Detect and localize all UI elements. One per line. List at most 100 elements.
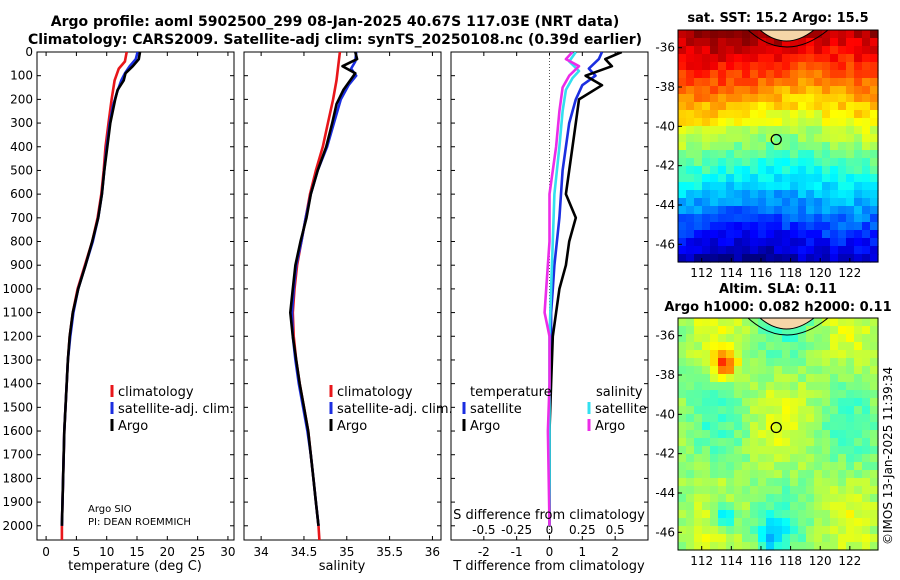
map-cell xyxy=(814,78,823,87)
map-cell xyxy=(726,382,735,391)
map-cell xyxy=(854,222,863,231)
map-cell xyxy=(758,422,767,431)
map-cell xyxy=(814,342,823,351)
map-cell xyxy=(838,334,847,343)
map-cell xyxy=(790,358,799,367)
map-cell xyxy=(726,126,735,135)
map-cell xyxy=(678,78,687,87)
map-cell xyxy=(870,62,879,71)
map-cell xyxy=(838,518,847,527)
map-cell xyxy=(758,510,767,519)
map-cell xyxy=(798,510,807,519)
x-tick-label: 15 xyxy=(129,545,144,559)
map-cell xyxy=(814,110,823,119)
map-cell xyxy=(846,54,855,63)
map-cell xyxy=(726,246,735,255)
map-cell xyxy=(742,30,751,39)
map-cell xyxy=(870,246,879,255)
map-cell xyxy=(862,486,871,495)
map-cell xyxy=(734,430,743,439)
map-cell xyxy=(798,102,807,111)
map-cell xyxy=(790,526,799,535)
map-cell xyxy=(814,166,823,175)
map-cell xyxy=(822,478,831,487)
map-cell xyxy=(758,254,767,263)
map-cell xyxy=(758,78,767,87)
map-cell xyxy=(830,462,839,471)
map-cell xyxy=(734,118,743,127)
map-cell xyxy=(814,222,823,231)
map-cell xyxy=(838,382,847,391)
map-cell xyxy=(742,542,751,551)
map-cell xyxy=(814,326,823,335)
map-cell xyxy=(686,414,695,423)
map-cell xyxy=(830,318,839,327)
map-cell xyxy=(822,222,831,231)
map-cell xyxy=(734,238,743,247)
legend-temperature: climatology satellite-adj. clim. Argo xyxy=(110,385,234,434)
legend-label-t-argo: Argo xyxy=(470,419,500,434)
map-cell xyxy=(742,502,751,511)
map-cell xyxy=(790,438,799,447)
map-cell xyxy=(838,534,847,543)
map-cell xyxy=(838,150,847,159)
map-cell xyxy=(758,166,767,175)
map-cell xyxy=(678,494,687,503)
map-cell xyxy=(718,358,727,367)
map-cell xyxy=(678,406,687,415)
map-cell xyxy=(814,414,823,423)
map-cell xyxy=(734,78,743,87)
map-cell xyxy=(806,430,815,439)
map-cell xyxy=(798,390,807,399)
map-cell xyxy=(846,518,855,527)
map-cell xyxy=(758,518,767,527)
map-cell xyxy=(814,254,823,263)
map-cell xyxy=(718,326,727,335)
map-cell xyxy=(766,126,775,135)
map-cell xyxy=(846,126,855,135)
map-cell xyxy=(862,190,871,199)
map-cell xyxy=(830,206,839,215)
map-cell xyxy=(702,30,711,39)
map-cell xyxy=(790,102,799,111)
map-cell xyxy=(774,38,783,47)
map-cell xyxy=(862,238,871,247)
map-cell xyxy=(862,494,871,503)
map-cell xyxy=(822,438,831,447)
map-cell xyxy=(838,398,847,407)
map-cell xyxy=(782,150,791,159)
map-cell xyxy=(718,238,727,247)
map-cell xyxy=(774,462,783,471)
map-cell xyxy=(686,246,695,255)
map-cell xyxy=(822,238,831,247)
map-cell xyxy=(870,222,879,231)
map-cell xyxy=(862,38,871,47)
map-cell xyxy=(822,78,831,87)
map-cell xyxy=(806,230,815,239)
map-cell xyxy=(798,502,807,511)
map-cell xyxy=(742,150,751,159)
map-cell xyxy=(702,70,711,79)
map-cell xyxy=(734,70,743,79)
map-cell xyxy=(718,110,727,119)
map-cell xyxy=(726,70,735,79)
map-cell xyxy=(790,518,799,527)
map-cell xyxy=(870,198,879,207)
map-cell xyxy=(750,430,759,439)
map-cell xyxy=(718,46,727,55)
map-y-tick-label: -40 xyxy=(655,119,675,133)
map-cell xyxy=(870,78,879,87)
map-cell xyxy=(862,222,871,231)
map-cell xyxy=(838,70,847,79)
map-cell xyxy=(838,326,847,335)
y-tick-label: 1000 xyxy=(2,282,33,296)
map-cell xyxy=(686,342,695,351)
map-cell xyxy=(830,30,839,39)
map-cell xyxy=(862,502,871,511)
map-cell xyxy=(758,398,767,407)
map-cell xyxy=(862,334,871,343)
map-cell xyxy=(854,470,863,479)
map-cell xyxy=(862,94,871,103)
map-cell xyxy=(798,526,807,535)
map-cell xyxy=(742,494,751,503)
